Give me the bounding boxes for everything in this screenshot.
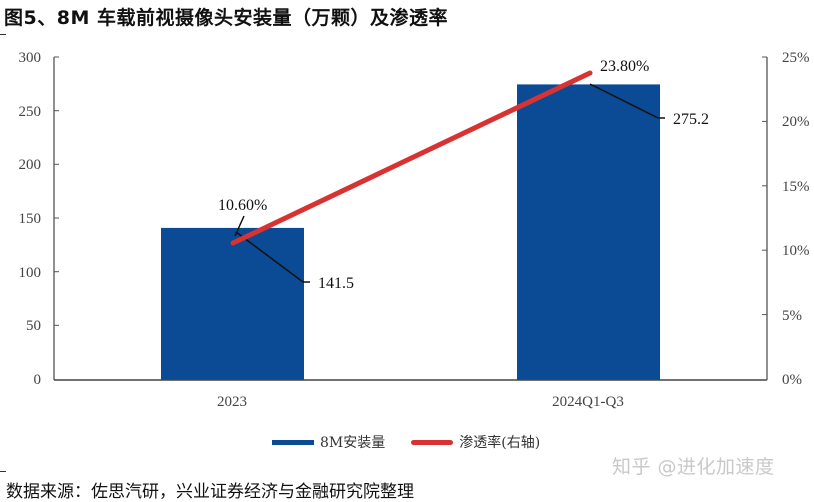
right-tick-15: 15%	[782, 179, 810, 195]
leader-line-bar-2024	[589, 83, 659, 119]
left-tick-200: 200	[19, 157, 42, 173]
right-tick-20: 20%	[782, 114, 810, 130]
penetration-line	[230, 70, 593, 246]
left-tick-250: 250	[19, 104, 42, 120]
leader-line-bar-2023	[235, 231, 304, 283]
right-tick-5: 5%	[782, 308, 802, 324]
bar-2024q1-q3	[517, 84, 660, 380]
chart-legend: 8M安装量 渗透率(右轴)	[272, 432, 566, 452]
bar-2023	[161, 227, 304, 380]
chart-title: 图5、8M 车载前视摄像头安装量（万颗）及渗透率	[4, 7, 448, 29]
label-line-2024: 23.80%	[600, 58, 649, 75]
title-divider	[0, 34, 6, 35]
left-tick-0: 0	[34, 372, 42, 388]
source-divider	[0, 471, 6, 472]
left-tick-50: 50	[26, 318, 41, 334]
legend-label-installations: 8M安装量	[320, 435, 386, 451]
legend-label-penetration: 渗透率(右轴)	[459, 435, 541, 451]
legend-swatch-line	[411, 439, 454, 445]
left-tick-150: 150	[19, 211, 42, 227]
left-tick-100: 100	[19, 265, 42, 281]
left-tick-300: 300	[19, 50, 42, 66]
right-tick-25: 25%	[782, 50, 810, 66]
right-tick-0: 0%	[782, 372, 802, 388]
legend-item-penetration: 渗透率(右轴)	[411, 432, 540, 452]
data-source: 数据来源：佐思汽研，兴业证券经济与金融研究院整理	[6, 482, 414, 502]
label-bar-2024: 275.2	[673, 111, 709, 128]
combo-chart: 300 250 200 150 100 50 0 25% 20% 15% 10%…	[19, 50, 810, 410]
x-label-2024q1-q3: 2024Q1-Q3	[552, 394, 624, 410]
leader-line-line-2023	[234, 215, 245, 237]
label-bar-2023: 141.5	[318, 275, 354, 292]
legend-item-installations: 8M安装量	[272, 432, 385, 452]
watermark: 知乎 @进化加速度	[612, 456, 775, 478]
label-line-2023: 10.60%	[218, 197, 267, 214]
left-axis: 300 250 200 150 100 50 0	[19, 50, 59, 388]
legend-swatch-bar	[272, 439, 314, 445]
right-axis: 25% 20% 15% 10% 5% 0%	[762, 50, 810, 388]
x-label-2023: 2023	[217, 394, 247, 410]
right-tick-10: 10%	[782, 243, 810, 259]
